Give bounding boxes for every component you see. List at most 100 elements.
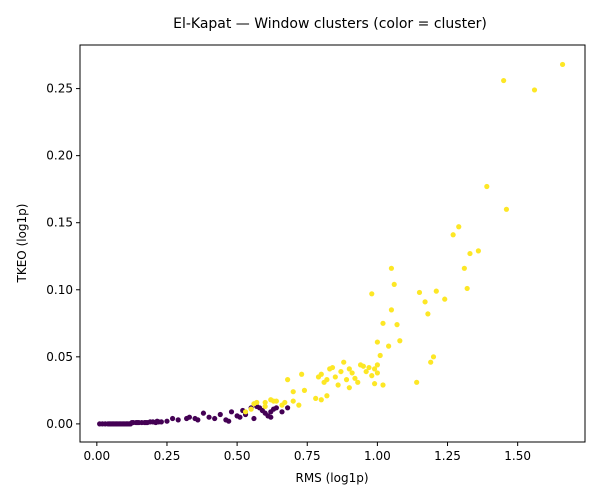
x-axis-ticks: 0.00 0.25 0.50 0.75 1.00 1.25 1.50 [83,442,531,463]
scatter-point-cluster-1 [428,359,434,365]
scatter-point-cluster-0 [175,417,181,423]
scatter-point-cluster-1 [360,363,366,369]
scatter-point-cluster-1 [369,373,375,379]
scatter-point-cluster-0 [195,417,201,423]
scatter-point-cluster-1 [296,402,302,408]
scatter-point-cluster-1 [467,250,473,257]
y-axis-ticks: 0.00 0.05 0.10 0.15 0.20 0.25 [46,82,80,431]
scatter-point-cluster-0 [164,418,170,424]
scatter-point-cluster-1 [324,393,330,399]
y-tick-label: 0.05 [46,350,73,364]
scatter-point-cluster-1 [352,375,358,381]
scatter-point-cluster-1 [346,385,352,391]
scatter-point-cluster-0 [169,415,176,422]
y-tick-label: 0.10 [46,283,73,297]
scatter-point-cluster-0 [285,405,291,411]
scatter-point-cluster-1 [456,224,462,230]
x-axis-label: RMS (log1p) [295,471,368,485]
scatter-point-cluster-1 [338,368,344,375]
x-tick-label: 0.00 [83,449,110,463]
scatter-point-cluster-0 [158,419,164,425]
scatter-point-cluster-1 [242,409,249,415]
scatter-point-cluster-1 [290,398,296,404]
scatter-point-cluster-1 [329,364,336,371]
scatter-point-cluster-1 [425,311,431,317]
x-tick-label: 0.50 [224,449,251,463]
scatter-point-cluster-1 [397,338,403,344]
scatter-point-cluster-0 [206,414,212,420]
chart-title: El-Kapat — Window clusters (color = clus… [173,16,487,32]
scatter-point-cluster-1 [531,87,538,93]
scatter-point-cluster-1 [262,399,268,406]
scatter-point-cluster-1 [371,366,378,372]
scatter-point-cluster-0 [237,414,243,420]
scatter-point-cluster-0 [200,410,207,416]
scatter-point-cluster-1 [346,366,352,372]
scatter-point-cluster-1 [461,265,467,271]
scatter-point-cluster-1 [341,359,347,365]
scatter-point-cluster-1 [442,296,448,302]
scatter-point-cluster-0 [279,409,285,415]
scatter-point-cluster-0 [268,414,274,420]
scatter-point-cluster-1 [380,320,386,326]
scatter-point-cluster-1 [388,307,395,313]
y-tick-label: 0.20 [46,149,73,163]
scatter-point-cluster-1 [374,362,380,368]
scatter-point-cluster-1 [290,389,296,395]
scatter-point-cluster-1 [433,288,439,294]
y-axis-label: TKEO (log1p) [15,204,29,284]
scatter-point-cluster-1 [377,352,383,359]
scatter-point-cluster-1 [559,61,566,68]
scatter-point-cluster-1 [313,395,319,402]
scatter-point-cluster-1 [430,354,437,360]
scatter-point-cluster-0 [217,411,223,418]
x-tick-label: 0.75 [294,449,321,463]
scatter-point-cluster-1 [299,371,305,377]
scatter-point-cluster-1 [282,399,288,406]
x-tick-label: 1.50 [504,449,531,463]
scatter-point-cluster-1 [416,289,423,296]
x-tick-label: 1.25 [434,449,461,463]
scatter-point-cluster-1 [414,379,420,385]
scatter-point-cluster-1 [475,248,481,254]
scatter-point-cluster-1 [363,368,369,375]
scatter-point-cluster-0 [273,405,279,411]
scatter-point-cluster-1 [394,322,400,328]
scatter-point-cluster-1 [386,343,392,349]
scatter-point-cluster-0 [251,415,257,422]
scatter-point-cluster-1 [450,232,456,238]
scatter-point-cluster-0 [226,418,232,424]
scatter-point-cluster-1 [374,339,380,345]
x-tick-label: 1.00 [364,449,391,463]
scatter-point-cluster-0 [212,415,218,422]
scatter-point-cluster-1 [248,406,254,412]
scatter-point-cluster-1 [388,265,395,271]
scatter-point-cluster-1 [349,370,355,376]
scatter-point-cluster-0 [186,414,193,420]
scatter-point-cluster-1 [318,397,324,403]
plot-frame [79,44,586,443]
scatter-point-cluster-1 [464,285,470,292]
scatter-point-cluster-1 [371,381,378,387]
y-tick-label: 0.15 [46,216,73,230]
scatter-point-cluster-1 [355,379,361,385]
scatter-point-cluster-1 [332,374,338,380]
scatter-point-cluster-1 [484,183,490,190]
scatter-point-cluster-1 [335,382,341,388]
scatter-point-cluster-1 [262,403,268,410]
scatter-point-cluster-1 [422,299,428,305]
scatter-point-cluster-1 [391,281,397,288]
scatter-point-cluster-1 [285,377,291,383]
scatter-point-cluster-1 [374,370,380,376]
scatter-point-cluster-1 [324,377,330,383]
scatter-point-cluster-1 [369,291,375,297]
y-tick-label: 0.00 [46,417,73,431]
x-tick-label: 0.25 [154,449,181,463]
points-layer [97,61,566,427]
scatter-point-cluster-1 [301,387,308,393]
scatter-point-cluster-1 [501,77,507,84]
scatter-point-cluster-1 [318,371,324,377]
scatter-point-cluster-1 [251,401,257,407]
